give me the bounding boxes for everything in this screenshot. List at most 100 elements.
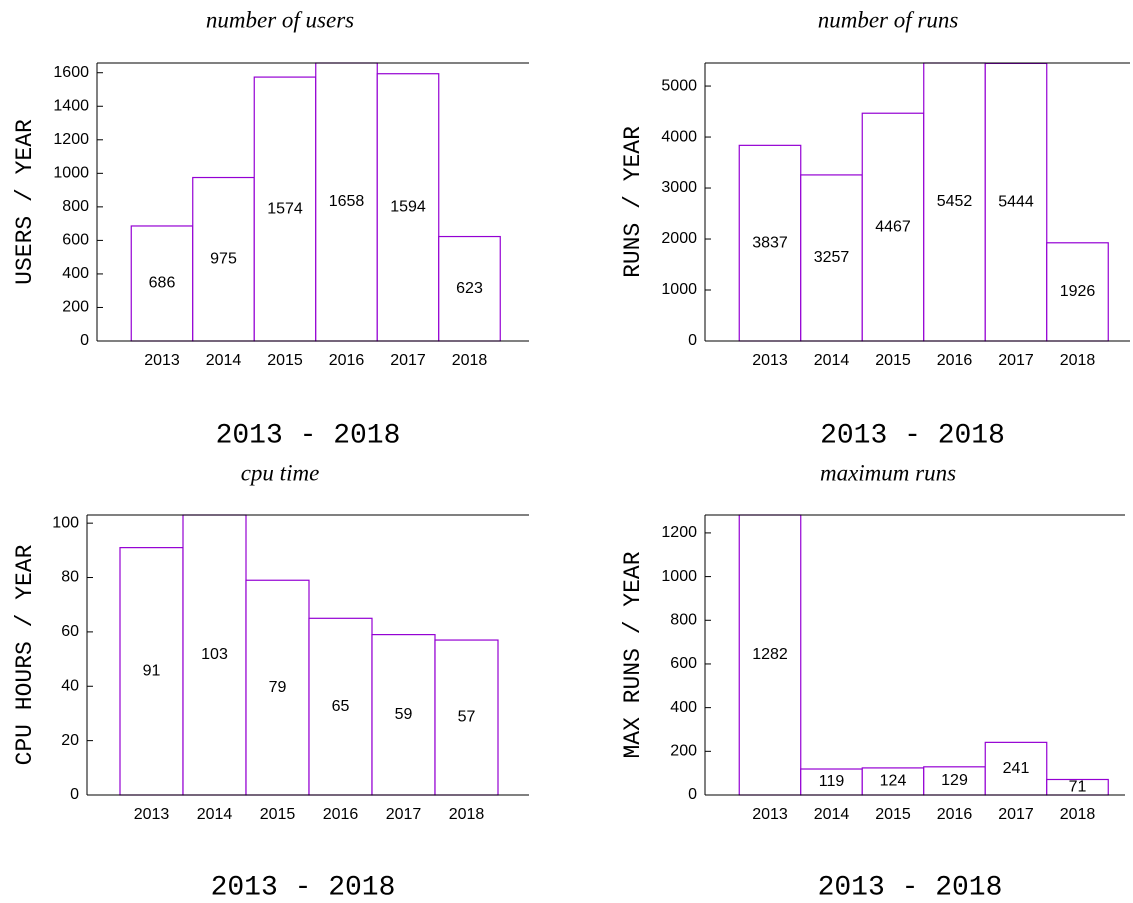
x-tick-label: 2013 bbox=[144, 352, 180, 369]
bar-label: 3837 bbox=[752, 234, 788, 251]
y-axis-label: USERS / YEAR bbox=[12, 119, 38, 285]
bar bbox=[130, 225, 194, 342]
bar bbox=[434, 639, 499, 796]
x-tick-label: 2015 bbox=[267, 352, 303, 369]
bar-label: 1574 bbox=[267, 200, 303, 217]
y-tick-label: 400 bbox=[670, 699, 697, 716]
bar-label: 129 bbox=[941, 772, 968, 789]
y-tick-label: 0 bbox=[688, 332, 697, 349]
y-tick-label: 1600 bbox=[53, 64, 89, 81]
y-tick-label: 3000 bbox=[661, 179, 697, 196]
y-tick-label: 0 bbox=[70, 786, 79, 803]
bar bbox=[923, 62, 986, 342]
x-tick-label: 2018 bbox=[449, 806, 485, 823]
y-tick-label: 1000 bbox=[53, 165, 89, 182]
subplot: number of users USERS / YEAR 2013 - 2018 68… bbox=[12, 7, 529, 451]
x-tick-label: 2013 bbox=[752, 806, 788, 823]
bar-label: 124 bbox=[880, 773, 907, 790]
bar bbox=[984, 741, 1048, 796]
subplot: number of runs RUNS / YEAR 2013 - 2018 3837… bbox=[620, 7, 1130, 451]
bar-label: 5444 bbox=[998, 193, 1034, 210]
bar bbox=[861, 112, 925, 342]
bar-label: 1282 bbox=[752, 646, 788, 663]
y-tick-label: 800 bbox=[670, 611, 697, 628]
bar-label: 59 bbox=[395, 706, 413, 723]
bar-label: 91 bbox=[143, 663, 161, 680]
y-axis-label: CPU HOURS / YEAR bbox=[12, 544, 38, 765]
bar bbox=[308, 617, 373, 796]
y-tick-label: 800 bbox=[62, 198, 89, 215]
bar bbox=[1046, 242, 1109, 342]
bar bbox=[438, 235, 501, 342]
y-tick-label: 200 bbox=[62, 299, 89, 316]
bar bbox=[182, 514, 247, 796]
x-tick-label: 2016 bbox=[323, 806, 359, 823]
x-tick-label: 2014 bbox=[206, 352, 242, 369]
y-tick-label: 0 bbox=[688, 786, 697, 803]
bar-label: 65 bbox=[332, 698, 350, 715]
x-tick-label: 2017 bbox=[998, 806, 1034, 823]
bar-label: 57 bbox=[458, 709, 476, 726]
x-tick-label: 2018 bbox=[1060, 352, 1096, 369]
y-tick-label: 1000 bbox=[661, 568, 697, 585]
y-tick-label: 1200 bbox=[661, 524, 697, 541]
x-axis-label: 2013 - 2018 bbox=[818, 872, 1003, 903]
bar bbox=[192, 176, 255, 342]
bar-label: 623 bbox=[456, 280, 483, 297]
x-tick-label: 2015 bbox=[875, 806, 911, 823]
chart-title: maximum runs bbox=[820, 460, 956, 485]
x-tick-label: 2013 bbox=[752, 352, 788, 369]
y-tick-label: 5000 bbox=[661, 77, 697, 94]
bar bbox=[119, 547, 184, 796]
y-axis-label: RUNS / YEAR bbox=[620, 126, 646, 278]
chart-title: number of users bbox=[206, 7, 354, 32]
bar-label: 975 bbox=[210, 250, 237, 267]
bar bbox=[738, 514, 802, 796]
y-tick-label: 200 bbox=[670, 743, 697, 760]
y-tick-label: 2000 bbox=[661, 230, 697, 247]
bar-label: 1594 bbox=[390, 199, 426, 216]
bar bbox=[253, 76, 317, 342]
y-tick-label: 4000 bbox=[661, 128, 697, 145]
bar-label: 79 bbox=[269, 679, 287, 696]
y-tick-label: 600 bbox=[62, 232, 89, 249]
bar bbox=[315, 62, 378, 342]
y-tick-label: 20 bbox=[61, 732, 79, 749]
x-tick-label: 2014 bbox=[814, 352, 850, 369]
x-tick-label: 2014 bbox=[197, 806, 233, 823]
x-tick-label: 2014 bbox=[814, 806, 850, 823]
bar-label: 241 bbox=[1003, 760, 1030, 777]
chart-title: cpu time bbox=[241, 460, 320, 485]
x-tick-label: 2018 bbox=[1060, 806, 1096, 823]
bar bbox=[984, 62, 1048, 342]
x-axis-label: 2013 - 2018 bbox=[820, 420, 1005, 451]
y-tick-label: 60 bbox=[61, 623, 79, 640]
bar-label: 686 bbox=[149, 275, 176, 292]
x-tick-label: 2013 bbox=[134, 806, 170, 823]
y-tick-label: 1000 bbox=[661, 281, 697, 298]
y-tick-label: 40 bbox=[61, 677, 79, 694]
x-axis-label: 2013 - 2018 bbox=[211, 872, 396, 903]
bar-label: 71 bbox=[1069, 778, 1087, 795]
y-tick-label: 100 bbox=[52, 514, 79, 531]
y-tick-label: 0 bbox=[80, 332, 89, 349]
bar bbox=[923, 766, 986, 796]
x-tick-label: 2016 bbox=[937, 806, 973, 823]
x-tick-label: 2016 bbox=[937, 352, 973, 369]
bar bbox=[245, 579, 310, 796]
bar bbox=[861, 767, 925, 796]
bar-label: 119 bbox=[819, 773, 845, 790]
bar-label: 1658 bbox=[329, 193, 365, 210]
x-tick-label: 2018 bbox=[452, 352, 488, 369]
y-tick-label: 600 bbox=[670, 655, 697, 672]
x-tick-label: 2016 bbox=[329, 352, 365, 369]
y-axis-label: MAX RUNS / YEAR bbox=[620, 551, 646, 758]
y-tick-label: 400 bbox=[62, 265, 89, 282]
y-tick-label: 80 bbox=[61, 569, 79, 586]
bar bbox=[738, 144, 802, 342]
bar bbox=[371, 634, 436, 796]
x-tick-label: 2015 bbox=[260, 806, 296, 823]
bar bbox=[376, 73, 440, 342]
